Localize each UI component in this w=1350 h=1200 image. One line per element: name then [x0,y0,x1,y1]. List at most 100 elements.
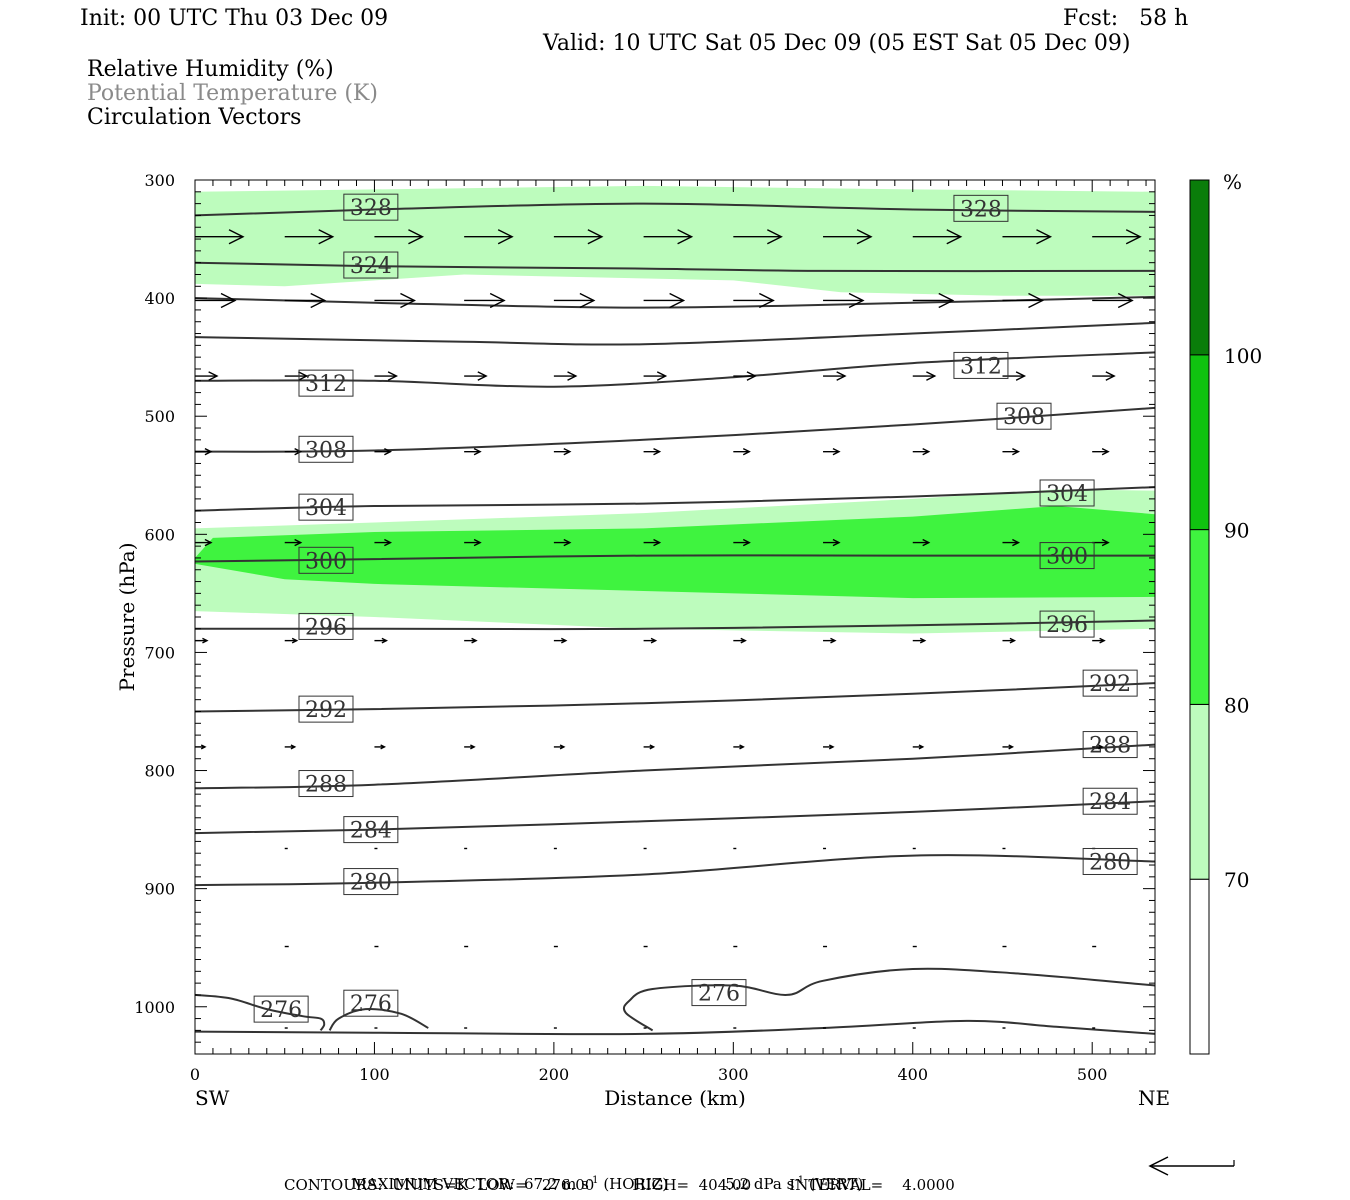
isentrope-292-9 [195,682,1155,713]
y-tick-label-800: 800 [144,762,175,781]
isentrope-300-7 [195,554,1155,563]
isentrope-label-276-13-0: 276 [253,995,309,1023]
isentrope-276-15 [622,967,1155,1032]
x-tick-label-200: 200 [539,1065,570,1084]
vector-466-200 [553,371,578,381]
svg-text:308: 308 [305,438,347,463]
vector-607-50 [284,538,303,547]
isentrope-label-288-10-1: 288 [1082,731,1138,759]
colorbar-segment-3 [1189,354,1210,531]
isentrope-label-304-6-1: 304 [1039,479,1095,507]
isentrope-280-12 [195,854,1155,887]
forecast-hour: Fcst: 58 h [1063,6,1189,31]
vector-690-100 [374,637,389,644]
colorbar-label-70: 70 [1224,868,1249,892]
vector-348-300 [733,229,783,245]
svg-text:304: 304 [305,496,347,521]
vector-780-500 [1092,744,1104,750]
x-axis-title: Distance (km) [604,1086,746,1110]
isentrope-label-280-12-0: 280 [343,868,399,896]
svg-text:276: 276 [260,998,302,1023]
isentrope-284-11 [195,800,1155,835]
colorbar-unit: % [1223,170,1242,194]
isentrope-288-10 [195,743,1155,790]
field-relative-humidity: Relative Humidity (%) [87,57,334,82]
svg-text:296: 296 [1046,613,1088,638]
vector-690-250 [643,637,658,644]
vector-780-300 [733,744,745,750]
svg-text:280: 280 [350,871,392,896]
isentrope-328-0 [195,202,1155,217]
isentrope-276-16 [195,1019,1155,1036]
svg-text:300: 300 [1046,545,1088,570]
isentrope-label-284-11-0: 284 [343,816,399,844]
isentrope-label-284-11-1: 284 [1082,787,1138,815]
x-end-label-sw: SW [195,1086,230,1110]
vector-780-100 [374,744,387,750]
field-potential-temperature: Potential Temperature (K) [87,81,378,106]
vector-530-350 [823,447,841,456]
vector-530-250 [643,447,662,456]
vector-530-100 [374,447,393,456]
isentrope-label-292-9-0: 292 [298,695,354,723]
vector-402-250 [643,292,686,309]
vector-780-150 [464,744,476,750]
vector-402-100 [374,292,417,309]
x-tick-label-300: 300 [718,1065,749,1084]
vector-690-150 [464,637,478,644]
isentrope-label-308-5-0: 308 [298,435,354,463]
isentrope-308-5 [195,406,1155,453]
vector-607-400 [912,538,931,547]
colorbar-segment-0 [1189,878,1210,1055]
vector-607-150 [464,538,482,547]
colorbar-label-100: 100 [1224,344,1262,368]
vector-780-250 [643,744,656,750]
vector-348-350 [823,229,873,245]
isentrope-296-8 [195,619,1155,631]
max-vector-horiz: 67.2 m s [523,1175,589,1193]
rh-region-70-0 [195,185,1155,296]
isentrope-label-312-4-1: 312 [953,351,1009,379]
rh-region-80-2 [195,506,1155,599]
contour-info: CONTOURS: UNITS=K LOW= 276.00 HIGH= 404.… [284,1176,955,1194]
vector-690-450 [1002,637,1017,644]
vector-466-500 [1092,371,1116,381]
max-vector-line: MAXIMUM VECTOR: 67.2 m s-1 (HORIZ) 5.2 d… [342,1157,864,1193]
isentrope-label-304-6-0: 304 [298,493,354,521]
vector-348-50 [284,229,335,245]
y-tick-label-300: 300 [144,171,175,190]
svg-text:292: 292 [305,698,347,723]
max-vector-vert: 5.2 dPa s [725,1175,795,1193]
isentrope-label-280-12-1: 280 [1082,847,1138,875]
vector-402-200 [553,292,596,309]
vector-348-100 [374,229,425,245]
x-tick-label-100: 100 [359,1065,390,1084]
svg-text:296: 296 [305,615,347,640]
vector-348-250 [643,229,694,245]
svg-text:292: 292 [1089,672,1131,697]
max-vector-label: MAXIMUM VECTOR: [351,1175,515,1193]
vector-466-100 [374,371,399,381]
vector-466-50 [284,371,309,381]
vector-466-300 [733,371,757,381]
vector-530-300 [733,447,751,456]
vector-690-50 [284,637,299,644]
svg-text:304: 304 [1046,482,1088,507]
vector-780-350 [823,744,835,750]
isentrope-304-6 [195,486,1155,512]
isentrope-316-3 [195,321,1155,346]
vector-402-50 [284,292,327,309]
vector-530-150 [464,447,482,456]
vector-348-150 [464,229,514,245]
valid-time: Valid: 10 UTC Sat 05 Dec 09 (05 EST Sat … [543,31,1131,56]
isentrope-label-296-8-1: 296 [1039,610,1095,638]
colorbar-segment-4 [1189,179,1210,356]
vector-402-450 [1002,292,1045,309]
isentrope-320-2 [195,295,1155,309]
isentrope-label-292-9-1: 292 [1082,669,1138,697]
vector-466-250 [643,371,668,381]
vector-466-350 [823,371,847,381]
colorbar-label-90: 90 [1224,519,1249,543]
isentrope-324-1 [195,261,1155,273]
vector-348-400 [912,229,963,245]
